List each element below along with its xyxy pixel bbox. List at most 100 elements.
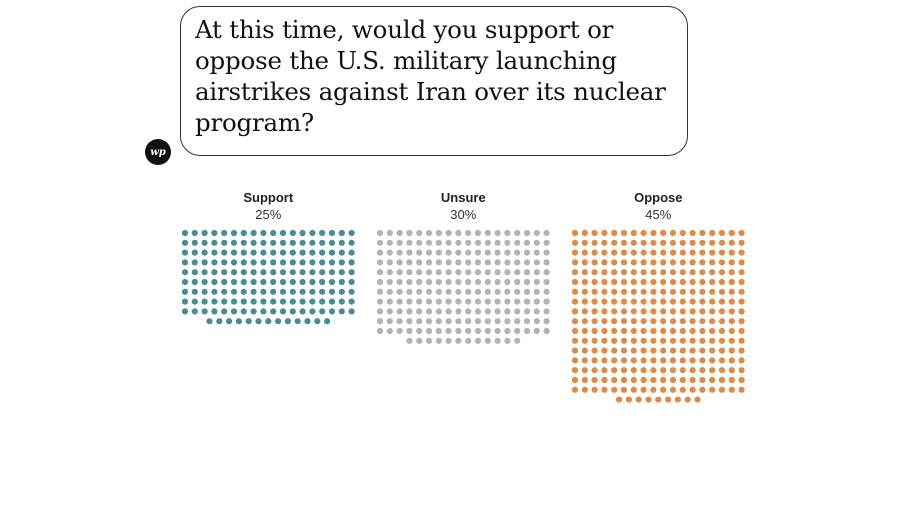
dot-unsure [386,229,393,237]
category-label: Unsure [441,190,486,205]
dot-unsure [455,288,462,295]
dot-oppose [728,298,735,305]
dot-unsure [484,278,491,286]
dot-oppose [738,239,745,246]
dot-unsure [533,288,540,295]
dot-oppose [679,229,686,237]
dot-oppose [738,367,745,374]
dot-unsure [504,327,511,335]
dot-support [289,278,296,286]
dot-support [309,308,316,315]
dot-oppose [571,278,579,286]
dot-unsure [435,259,442,266]
dot-oppose [620,288,628,295]
dot-unsure [445,229,452,237]
dot-oppose [709,308,716,315]
dot-unsure [445,298,452,305]
dot-support [348,278,355,286]
dot-support [309,298,316,305]
dot-unsure [376,269,384,276]
dot-unsure [425,308,433,315]
dot-support [201,288,208,295]
dot-oppose [571,318,579,325]
dot-oppose [728,318,735,325]
dot-oppose [591,229,598,237]
dot-unsure [474,327,482,335]
dot-unsure [396,288,403,295]
dot-unsure [386,298,393,305]
dot-unsure [474,239,482,246]
dot-unsure [533,259,540,266]
dot-unsure [494,337,501,344]
dot-oppose [630,327,637,335]
dot-oppose [679,386,686,393]
dot-unsure [533,269,540,276]
dot-support [294,318,301,325]
dot-unsure [543,327,550,335]
dot-oppose [728,249,735,256]
dot-oppose [591,318,598,325]
dot-unsure [396,249,403,256]
dot-unsure [465,229,472,237]
dot-oppose [616,396,623,403]
dot-oppose [601,278,608,286]
dot-support [289,259,296,266]
dot-oppose [620,367,628,374]
dot-unsure [386,278,393,286]
dot-oppose [689,357,696,364]
dot-unsure [474,278,482,286]
dot-oppose [718,367,726,374]
dot-oppose [718,249,726,256]
dot-oppose [679,269,686,276]
dot-oppose [709,318,716,325]
dot-unsure [474,259,482,266]
dot-support [240,239,247,246]
dot-unsure [445,308,452,315]
dot-oppose [620,259,628,266]
dot-oppose [571,288,579,295]
dot-support [201,259,208,266]
dot-unsure [504,318,511,325]
dot-support [250,239,257,246]
dot-unsure [416,229,423,237]
dot-support [348,259,355,266]
dot-unsure [465,298,472,305]
dot-oppose [620,318,628,325]
dot-unsure [504,249,511,256]
dot-oppose [591,269,598,276]
dot-oppose [601,239,608,246]
dot-oppose [669,298,677,305]
dot-oppose [645,396,652,403]
dot-oppose [650,288,657,295]
dot-unsure [523,269,531,276]
dot-oppose [728,327,735,335]
dot-support [201,269,208,276]
dot-oppose [660,318,667,325]
dot-oppose [718,229,726,237]
dot-unsure [514,239,521,246]
dot-oppose [640,229,647,237]
dot-oppose [620,308,628,315]
dot-oppose [684,396,691,403]
dot-unsure [484,318,491,325]
dot-unsure [543,259,550,266]
dot-unsure [416,308,423,315]
dot-unsure [425,288,433,295]
dot-oppose [571,327,579,335]
dot-oppose [650,259,657,266]
dot-unsure [416,288,423,295]
dot-oppose [660,367,667,374]
dot-unsure [455,318,462,325]
dot-support [338,249,345,256]
dot-support [279,259,287,266]
dot-unsure [435,249,442,256]
column-support: Support 25% [181,190,355,325]
dot-unsure [523,259,531,266]
dot-support [260,298,267,305]
dot-unsure [386,269,393,276]
dot-unsure [455,298,462,305]
dot-support [299,259,306,266]
dot-oppose [571,376,579,384]
dot-support [289,288,296,295]
